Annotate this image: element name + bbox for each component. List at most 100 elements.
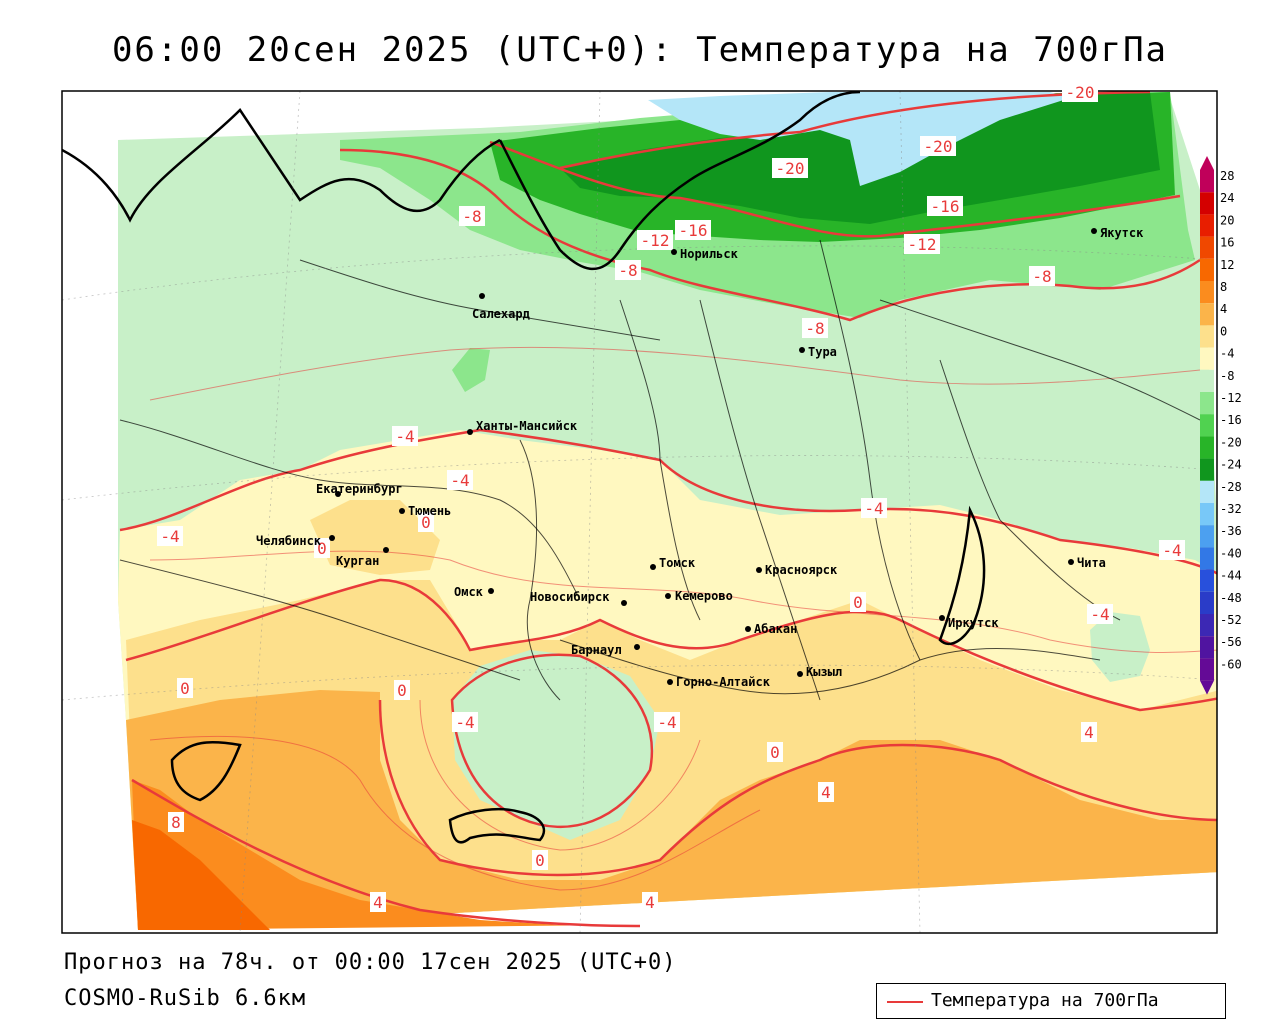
contour-label-bg	[802, 318, 828, 338]
colorbar-swatch	[1200, 658, 1214, 681]
colorbar-swatch	[1200, 214, 1214, 237]
colorbar-swatch	[1200, 636, 1214, 659]
colorbar-swatch	[1200, 170, 1214, 193]
city-label: Красноярск	[765, 563, 838, 577]
contour-label-bg	[904, 234, 940, 254]
contour-label: -20	[1066, 83, 1095, 102]
colorbar-swatch	[1200, 569, 1214, 592]
colorbar-tick-label: -12	[1220, 391, 1242, 405]
city-dot	[939, 615, 945, 621]
contour-label-bg	[861, 498, 887, 518]
city-label: Абакан	[754, 622, 797, 636]
contour-label-bg	[920, 136, 956, 156]
contour-label: -4	[657, 713, 676, 732]
colorbar-swatch	[1200, 281, 1214, 304]
contour-label-bg	[1062, 82, 1098, 102]
colorbar-swatch	[1200, 414, 1214, 437]
legend: Температура на 700гПа	[876, 983, 1226, 1019]
city-dot	[399, 508, 405, 514]
zone-green-pocket-2	[1090, 612, 1150, 682]
colorbar-tick-label: 24	[1220, 191, 1234, 205]
colorbar-tick-label: 20	[1220, 213, 1234, 227]
legend-label: Температура на 700гПа	[931, 990, 1159, 1011]
colorbar-tick-label: -16	[1220, 413, 1242, 427]
contour-label-bg	[675, 220, 711, 240]
contour-label: 0	[421, 513, 431, 532]
map-frame	[61, 90, 1218, 934]
contour-label-bg	[615, 260, 641, 280]
contour-label-bg	[772, 158, 808, 178]
colorbar-swatch	[1200, 392, 1214, 415]
colorbar-tick-label: 12	[1220, 258, 1234, 272]
contour-label: -16	[931, 197, 960, 216]
colorbar-tick-label: -44	[1220, 569, 1242, 583]
colorbar-tick-label: -28	[1220, 480, 1242, 494]
colorbar-swatch	[1200, 614, 1214, 637]
isotherm-thin-lines	[149, 346, 1217, 891]
contour-label-bg	[1081, 722, 1097, 742]
city-label: Салехард	[472, 307, 530, 321]
contour-label: 4	[645, 893, 655, 912]
zone-green-mid-2	[452, 348, 490, 392]
contour-label-bg	[168, 812, 184, 832]
city-dot	[745, 626, 751, 632]
colorbar-tick-label: -36	[1220, 524, 1242, 538]
contour-label: -8	[1032, 267, 1051, 286]
colorbar-swatch	[1200, 547, 1214, 570]
graticule	[62, 91, 1217, 933]
contour-label: -20	[776, 159, 805, 178]
colorbar-swatch	[1200, 236, 1214, 259]
colorbar: 28 24 20 16 12 8 4 0 -4 -8 -12 -16 -20 -24 -28 -32 -36 -4…	[1200, 156, 1242, 695]
contour-label-bg	[532, 850, 548, 870]
colorbar-tick-label: -4	[1220, 347, 1234, 361]
contour-label: 4	[373, 893, 383, 912]
colorbar-tick-label: 16	[1220, 236, 1234, 250]
city-dot	[1068, 559, 1074, 565]
colorbar-tick-label: 8	[1220, 280, 1227, 294]
city-label: Чита	[1077, 556, 1106, 570]
city-label: Челябинск	[256, 534, 322, 548]
contour-label-bg	[1029, 266, 1055, 286]
colorbar-swatch	[1200, 325, 1214, 348]
city-dot	[650, 564, 656, 570]
contour-label-bg	[392, 426, 418, 446]
isotherm-lines	[119, 91, 1217, 928]
contour-label: -20	[924, 137, 953, 156]
contour-label-bg	[927, 196, 963, 216]
city-label: Новосибирск	[530, 590, 610, 604]
colorbar-tick-label: 4	[1220, 302, 1227, 316]
colorbar-tick-label: -32	[1220, 502, 1242, 516]
city-label: Курган	[336, 554, 379, 568]
zone-blue-light	[648, 92, 1070, 186]
city-label: Кемерово	[675, 589, 733, 603]
city-label: Кызыл	[806, 665, 842, 679]
city-label: Барнаул	[571, 643, 622, 657]
contour-label: 4	[821, 783, 831, 802]
contour-label: 0	[770, 743, 780, 762]
admin-borders	[119, 239, 1201, 701]
city-label: Омск	[454, 585, 484, 599]
legend-line-swatch	[887, 1001, 923, 1003]
city-label: Норильск	[680, 247, 739, 261]
city-dot	[799, 347, 805, 353]
contour-label: 0	[180, 679, 190, 698]
contour-label-bg	[452, 712, 478, 732]
contour-label-bg	[157, 526, 183, 546]
city-dot	[671, 249, 677, 255]
colorbar-tick-label: -24	[1220, 458, 1242, 472]
contour-label: -4	[455, 713, 474, 732]
city-dot	[479, 293, 485, 299]
forecast-text: Прогноз на 78ч. от 00:00 17сен 2025 (UTC…	[64, 950, 677, 975]
contour-label-bg	[370, 892, 386, 912]
contour-label: -8	[462, 207, 481, 226]
colorbar-top-arrow	[1200, 156, 1214, 170]
contour-label: 0	[317, 539, 327, 558]
city-markers: Салехард Норильск Якутск Тура Ханты-Мансийск…	[256, 226, 1144, 689]
city-label: Екатеринбург	[316, 482, 403, 496]
city-dot	[756, 567, 762, 573]
contour-label-bg	[818, 782, 834, 802]
city-dot	[467, 429, 473, 435]
contour-label: -12	[908, 235, 937, 254]
contour-label-bg	[314, 538, 330, 558]
model-name: COSMO-RuSib 6.6км	[64, 986, 307, 1011]
